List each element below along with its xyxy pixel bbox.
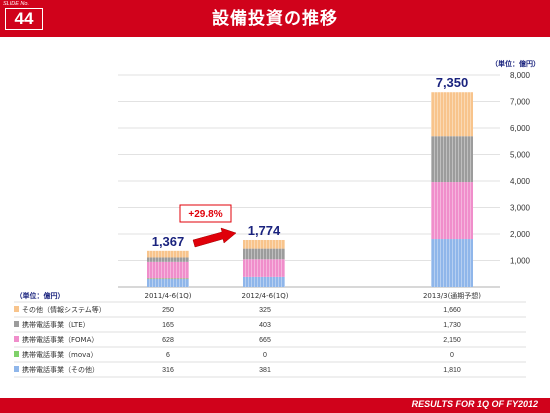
legend-swatch [14,336,19,342]
page-title: 設備投資の推移 [212,9,338,29]
y-tick-label: 3,000 [510,204,531,213]
bar-segment [431,182,473,240]
legend-label: 携帯電話事業（FOMA） [22,335,98,344]
legend-label: 携帯電話事業（その他） [22,365,99,374]
legend-swatch [14,306,19,312]
y-tick-label: 4,000 [510,177,531,186]
growth-arrow-icon [192,227,237,248]
bar-segment [147,278,189,287]
growth-box [179,204,232,223]
table-cell: 2,150 [443,337,461,344]
bar-segment [431,136,473,183]
table-cell: 316 [162,367,174,374]
bar-segment [243,239,285,249]
category-label: 2013/3(通期予想) [423,291,481,300]
legend-swatch [14,366,19,372]
y-tick-label: 1,000 [510,257,531,266]
bar-segment [147,261,189,279]
total-label: 7,350 [436,75,469,90]
table-cell: 1,660 [443,307,461,314]
table-cell: 1,810 [443,367,461,374]
category-label: 2011/4-6(1Q) [144,292,191,300]
table-cell: 6 [166,352,170,359]
y-tick-label: 5,000 [510,151,531,160]
y-tick-label: 7,000 [510,98,531,107]
y-tick-label: 6,000 [510,124,531,133]
legend-label: 携帯電話事業（mova） [22,350,98,359]
footer-bar: RESULTS FOR 1Q OF FY2012 [0,398,550,413]
slide-number: 44 [5,8,43,30]
bar-segment [431,239,473,287]
y-tick-label: 8,000 [510,71,531,80]
table-cell: 250 [162,307,174,314]
legend-swatch [14,351,19,357]
bar-segment [147,257,189,262]
table-cell: 403 [259,322,271,329]
legend-label: 携帯電話事業（LTE） [22,320,90,329]
table-cell: 325 [259,307,271,314]
bar-segment [243,248,285,260]
slide-label: SLIDE No. [3,1,29,7]
table-cell: 165 [162,322,174,329]
table-cell: 628 [162,337,174,344]
bar-segment [431,92,473,137]
unit-label: （単位：億円） [491,59,540,68]
growth-label: +29.8% [188,209,222,220]
y-tick-label: 2,000 [510,230,531,239]
table-cell: 665 [259,337,271,344]
total-label: 1,367 [152,234,185,249]
table-cell: 0 [450,352,454,359]
bar-segment [243,259,285,277]
legend-swatch [14,321,19,327]
table-cell: 0 [263,352,267,359]
footer-text: RESULTS FOR 1Q OF FY2012 [411,399,538,409]
table-cell: 381 [259,367,271,374]
capex-chart: （単位：億円） 1,000 2,000 3,000 4,000 5,000 6,000 7,0… [14,59,540,378]
header-bar: SLIDE No. 44 設備投資の推移 [0,0,550,37]
bar-segment [147,278,189,280]
bar-segment [147,250,189,258]
total-label: 1,774 [248,223,281,238]
bar-segment [243,276,285,287]
legend-label: その他（情報システム等） [22,305,106,314]
table-unit-label: （単位：億円） [16,291,65,300]
category-label: 2012/4-6(1Q) [241,292,288,300]
table-cell: 1,730 [443,322,461,329]
